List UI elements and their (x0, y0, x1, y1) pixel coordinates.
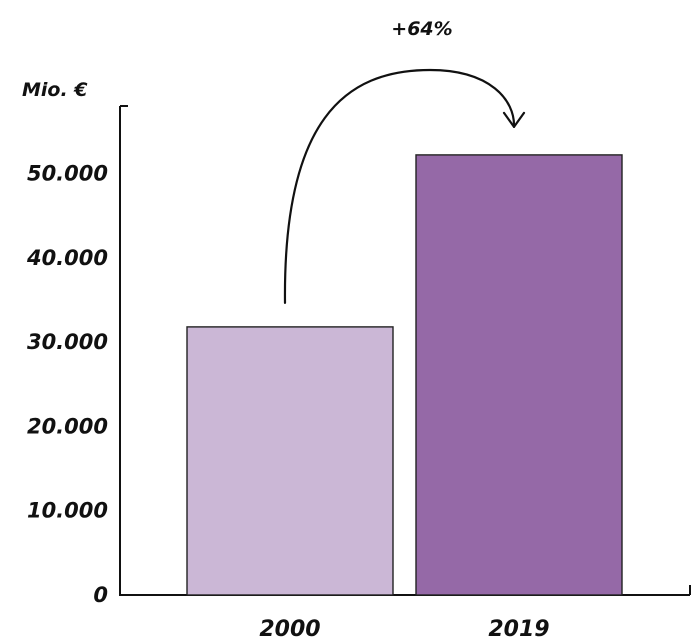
y-tick-label: 50.000 (27, 161, 108, 185)
x-tick-label: 2000 (259, 617, 320, 639)
x-tick-label: 2019 (488, 617, 549, 639)
x-tick-labels: 2000 2019 (259, 617, 549, 639)
y-tick-label: 0 (93, 583, 108, 607)
y-tick-label: 10.000 (27, 499, 108, 523)
arrowhead-icon (502, 111, 526, 128)
bar-2019 (415, 154, 623, 596)
y-tick-label: 40.000 (26, 246, 108, 270)
growth-annotation: +64% (283, 18, 526, 304)
y-tick-label: 30.000 (27, 330, 108, 354)
growth-arrow (283, 68, 516, 304)
bar-2000 (186, 326, 394, 596)
y-tick-labels: 0 10.000 20.000 30.000 40.000 50.000 (26, 161, 108, 607)
bars (186, 154, 623, 596)
growth-percent-label: +64% (391, 18, 452, 40)
y-axis-unit-label: Mio. € (22, 79, 88, 101)
y-tick-label: 20.000 (27, 414, 108, 438)
